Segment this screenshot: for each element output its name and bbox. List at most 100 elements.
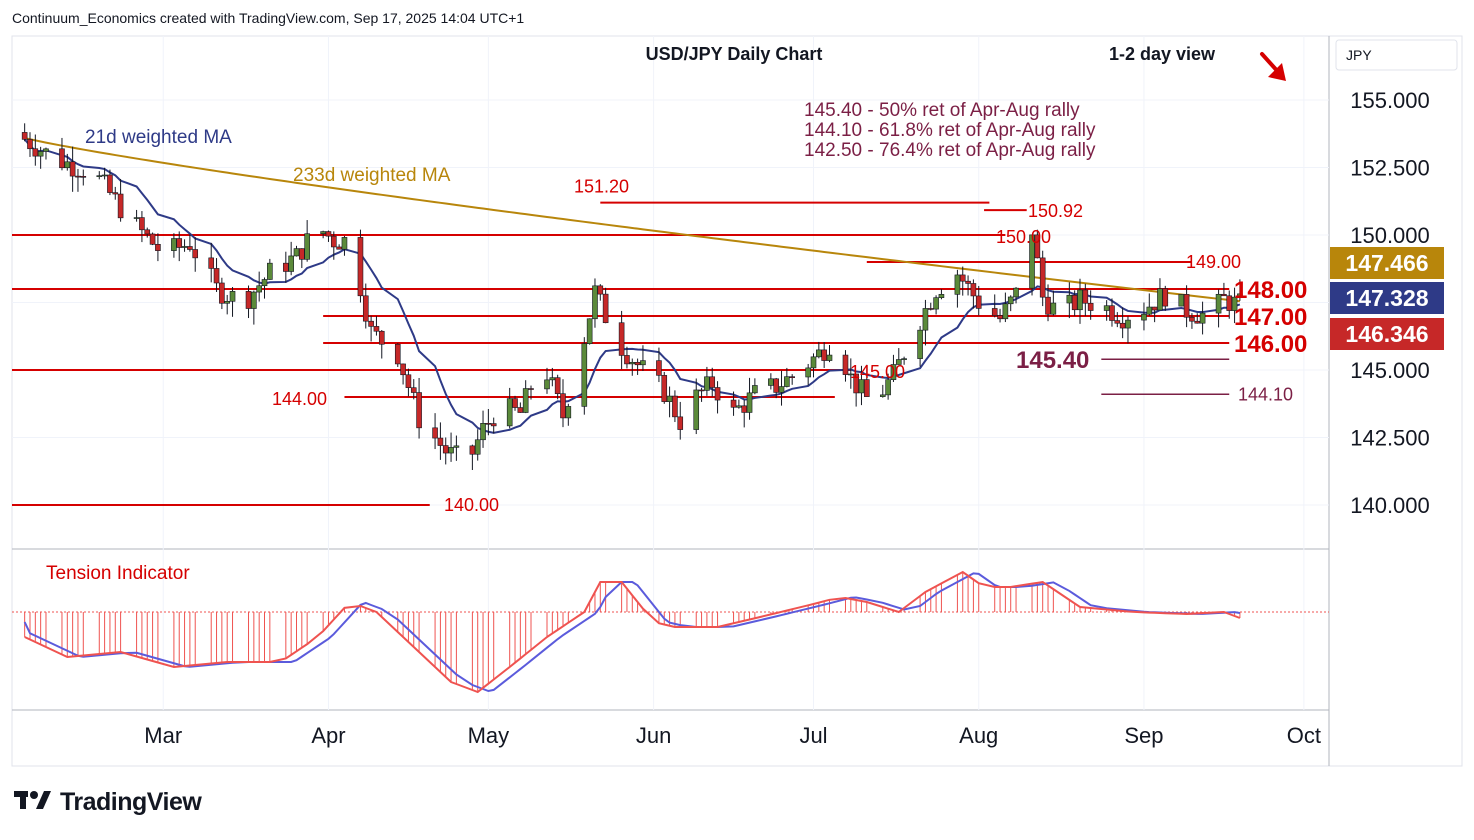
candle bbox=[1162, 285, 1169, 311]
candle bbox=[816, 341, 822, 359]
level-label-144.10: 144.10 bbox=[1238, 384, 1293, 404]
candle bbox=[107, 169, 113, 196]
candle bbox=[171, 233, 177, 258]
candle bbox=[1087, 290, 1094, 320]
x-tick-jul: Jul bbox=[799, 723, 827, 748]
candle bbox=[927, 302, 934, 311]
candle bbox=[517, 402, 524, 413]
level-label-140.00: 140.00 bbox=[444, 495, 499, 515]
candle bbox=[59, 137, 65, 171]
candle bbox=[43, 147, 49, 160]
candle bbox=[480, 410, 486, 448]
tension-fast-line bbox=[24, 570, 1241, 694]
x-tick-sep: Sep bbox=[1124, 723, 1163, 748]
chart-credit: Continuum_Economics created with Trading… bbox=[12, 10, 525, 26]
candle bbox=[117, 179, 124, 222]
candle bbox=[805, 363, 811, 386]
candle bbox=[602, 287, 609, 324]
candle bbox=[1082, 283, 1089, 317]
tradingview-brand: TradingView bbox=[60, 788, 202, 816]
candle bbox=[448, 432, 454, 462]
candle bbox=[544, 367, 550, 394]
candle bbox=[959, 266, 966, 296]
tension-legend: Tension Indicator bbox=[46, 563, 190, 584]
y-tick-2: 150.000 bbox=[1350, 223, 1430, 248]
candle bbox=[405, 368, 412, 397]
candle bbox=[1157, 278, 1163, 311]
fib-note-3: 142.50 - 76.4% ret of Apr-Aug rally bbox=[804, 140, 1096, 161]
candle bbox=[1039, 250, 1046, 307]
candle bbox=[293, 245, 300, 257]
candles bbox=[21, 123, 1243, 471]
price-badges: 147.466 147.328 146.346 bbox=[1330, 247, 1444, 350]
candle bbox=[1183, 285, 1190, 328]
level-labels: 151.20 150.92 150.00 149.00 148.00147.00146.… bbox=[272, 177, 1307, 515]
ma21-polyline bbox=[23, 138, 1241, 434]
candle bbox=[778, 370, 785, 406]
candle bbox=[1146, 293, 1153, 316]
currency-box[interactable] bbox=[1335, 39, 1458, 71]
level-label-146.00: 146.00 bbox=[1234, 331, 1307, 358]
tradingview-logo-icon bbox=[14, 789, 52, 818]
candle bbox=[21, 123, 28, 142]
fib-note-2: 144.10 - 61.8% ret of Apr-Aug rally bbox=[804, 120, 1096, 141]
candle bbox=[64, 153, 71, 171]
candle bbox=[155, 233, 161, 262]
level-label-150.92: 150.92 bbox=[1028, 201, 1083, 221]
candle bbox=[1066, 282, 1073, 319]
candle bbox=[826, 345, 833, 363]
candle bbox=[208, 242, 215, 283]
candle bbox=[1141, 302, 1147, 331]
x-tick-jun: Jun bbox=[636, 723, 671, 748]
level-label-150.00: 150.00 bbox=[996, 227, 1051, 247]
candle bbox=[586, 318, 593, 345]
candle bbox=[970, 279, 977, 309]
candle bbox=[1029, 234, 1035, 296]
candle bbox=[1178, 294, 1185, 307]
chart-frame bbox=[11, 35, 1463, 767]
candle bbox=[1114, 312, 1121, 328]
candle bbox=[1231, 287, 1238, 324]
candle bbox=[1007, 295, 1014, 312]
candle bbox=[442, 437, 449, 465]
candle bbox=[330, 231, 337, 260]
candle bbox=[1221, 282, 1227, 297]
candle bbox=[991, 294, 998, 318]
candle bbox=[698, 387, 705, 402]
candle bbox=[858, 365, 865, 406]
price-badge-bg-2 bbox=[1330, 318, 1444, 350]
price-axis-ticks: 155.000152.500150.000147.500145.000142.5… bbox=[1350, 88, 1430, 518]
y-tick-1: 152.500 bbox=[1350, 156, 1430, 181]
candle bbox=[885, 373, 891, 400]
candle bbox=[229, 287, 236, 317]
candle bbox=[192, 237, 199, 272]
candle bbox=[741, 399, 748, 428]
candle bbox=[784, 367, 790, 388]
candle bbox=[1045, 284, 1051, 322]
candle bbox=[485, 409, 492, 436]
candle bbox=[704, 366, 710, 396]
candle bbox=[400, 363, 406, 385]
x-tick-mar: Mar bbox=[144, 723, 182, 748]
candle bbox=[1215, 289, 1222, 328]
candle bbox=[1119, 307, 1126, 339]
candle bbox=[213, 258, 220, 292]
candle bbox=[879, 384, 886, 398]
candle bbox=[1050, 290, 1057, 316]
candle bbox=[139, 211, 145, 243]
level-label-145.00: 145.00 bbox=[850, 362, 905, 382]
fib-note-1: 145.40 - 50% ret of Apr-Aug rally bbox=[804, 100, 1080, 121]
y-tick-4: 145.000 bbox=[1350, 358, 1430, 383]
candle bbox=[581, 337, 588, 415]
candle bbox=[1103, 300, 1110, 321]
candle bbox=[187, 234, 193, 252]
down-arrow-icon bbox=[1260, 52, 1286, 81]
candle bbox=[634, 358, 641, 375]
chart-title: USD/JPY Daily Chart bbox=[646, 44, 823, 64]
candle bbox=[283, 251, 289, 283]
level-label-144.00: 144.00 bbox=[272, 389, 327, 409]
candle bbox=[112, 186, 119, 200]
level-label-151.20: 151.20 bbox=[574, 177, 629, 197]
candle bbox=[288, 241, 294, 276]
candle bbox=[560, 379, 566, 428]
